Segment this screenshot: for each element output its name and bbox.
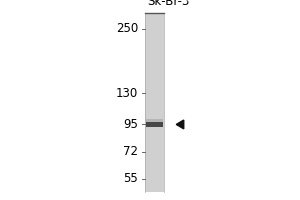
Text: 130: 130 xyxy=(116,87,138,100)
Text: Sk-Br-3: Sk-Br-3 xyxy=(147,0,189,8)
Text: 95: 95 xyxy=(123,118,138,131)
Bar xyxy=(146,119,164,122)
Text: 72: 72 xyxy=(123,145,138,158)
Bar xyxy=(146,122,164,127)
Text: 250: 250 xyxy=(116,22,138,35)
Bar xyxy=(145,14,164,192)
Text: 55: 55 xyxy=(123,172,138,185)
Polygon shape xyxy=(176,120,184,129)
